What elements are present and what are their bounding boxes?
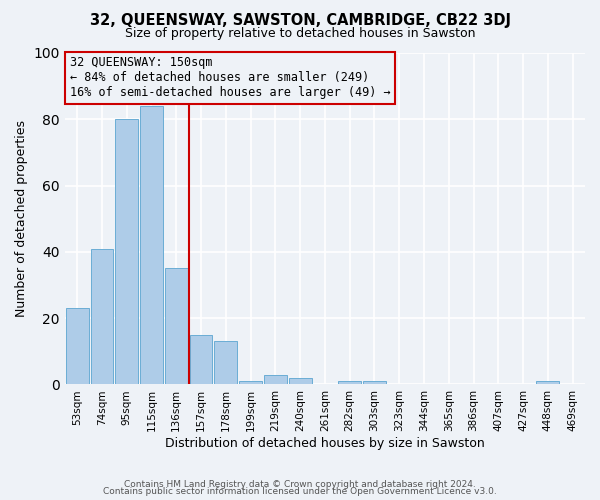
Text: Size of property relative to detached houses in Sawston: Size of property relative to detached ho… [125,28,475,40]
X-axis label: Distribution of detached houses by size in Sawston: Distribution of detached houses by size … [165,437,485,450]
Bar [214,342,237,384]
Bar [338,381,361,384]
Y-axis label: Number of detached properties: Number of detached properties [15,120,28,317]
Bar [165,268,188,384]
Bar [239,381,262,384]
Bar [140,106,163,384]
Bar [289,378,311,384]
Bar [536,381,559,384]
Text: Contains HM Land Registry data © Crown copyright and database right 2024.: Contains HM Land Registry data © Crown c… [124,480,476,489]
Text: 32, QUEENSWAY, SAWSTON, CAMBRIDGE, CB22 3DJ: 32, QUEENSWAY, SAWSTON, CAMBRIDGE, CB22 … [89,12,511,28]
Bar [363,381,386,384]
Bar [190,334,212,384]
Bar [66,308,89,384]
Bar [115,120,138,384]
Bar [264,374,287,384]
Bar [91,248,113,384]
Text: Contains public sector information licensed under the Open Government Licence v3: Contains public sector information licen… [103,488,497,496]
Text: 32 QUEENSWAY: 150sqm
← 84% of detached houses are smaller (249)
16% of semi-deta: 32 QUEENSWAY: 150sqm ← 84% of detached h… [70,56,391,100]
